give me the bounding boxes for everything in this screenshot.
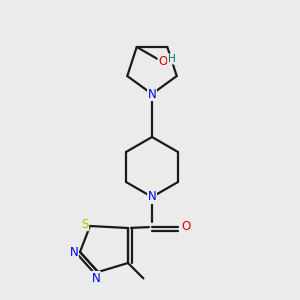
Text: N: N — [70, 245, 78, 259]
Text: N: N — [92, 272, 100, 284]
Text: O: O — [158, 56, 167, 68]
Text: N: N — [148, 88, 156, 100]
Text: O: O — [182, 220, 190, 233]
Text: N: N — [148, 190, 156, 203]
Text: S: S — [81, 218, 89, 230]
Text: H: H — [168, 54, 176, 64]
